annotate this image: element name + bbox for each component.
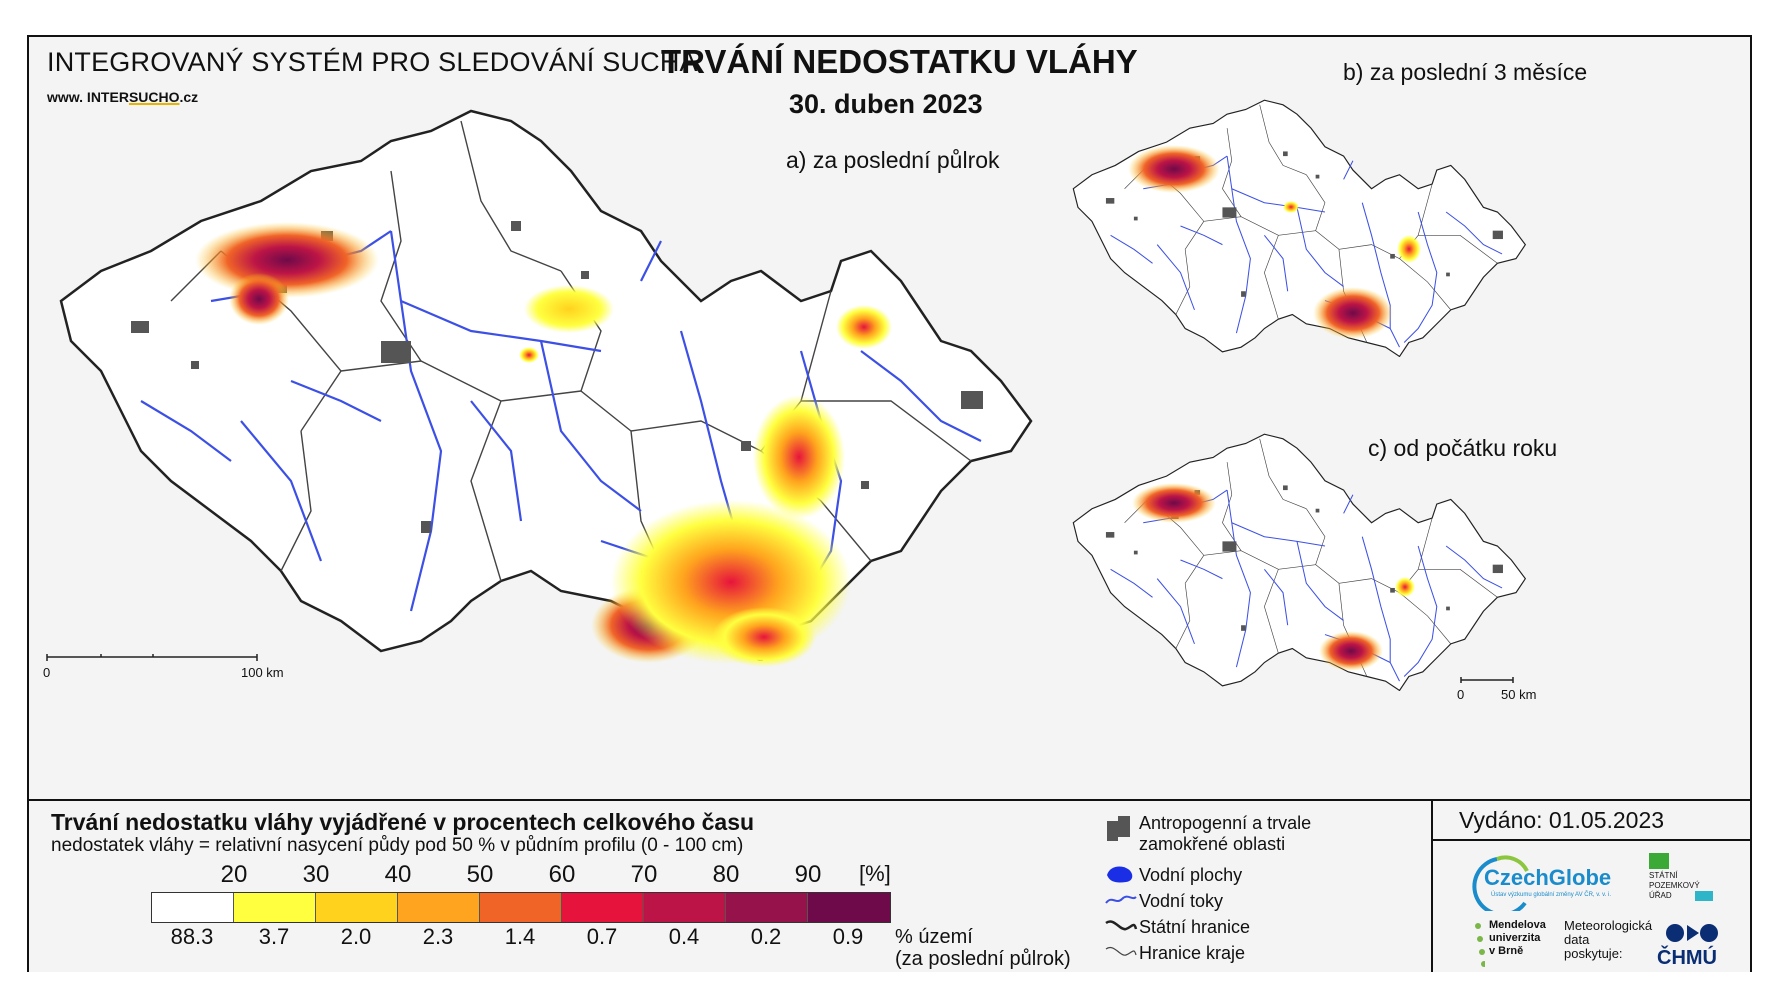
meteo-line1: Meteorologická — [1564, 918, 1653, 933]
legend-divider-horizontal — [1433, 839, 1750, 841]
label-map-c: c) od počátku roku — [1368, 435, 1558, 461]
legend-percent-caption: % území (za poslední půlrok) — [895, 926, 1071, 970]
key-anthropogenic-line2: zamokřené oblasti — [1139, 834, 1286, 854]
legend-swatch — [726, 893, 808, 922]
percent-label-line2: (za poslední půlrok) — [895, 948, 1071, 970]
scale-small-zero: 0 — [1457, 687, 1465, 702]
label-map-b: b) za poslední 3 měsíce — [1343, 59, 1588, 85]
meteo-data-provider: Meteorologická data poskytuje: — [1564, 919, 1652, 961]
scale-main-zero: 0 — [43, 665, 51, 680]
mendel-line2: univerzita — [1489, 932, 1541, 944]
legend-tick: 70 — [630, 861, 658, 888]
legend-swatch — [480, 893, 562, 922]
legend-percent: 3.7 — [258, 924, 290, 949]
spu-line3: ÚŘAD — [1649, 891, 1672, 900]
map-graphics — [46, 99, 1526, 691]
legend-tick: 60 — [548, 861, 576, 888]
key-rivers: Vodní toky — [1139, 891, 1224, 911]
legend-subtitle: nedostatek vláhy = relativní nasycení pů… — [51, 835, 744, 856]
czechglobe-logo-icon — [1472, 855, 1529, 911]
url-prefix: www. INTER — [47, 89, 129, 105]
czechglobe-subtitle: Ústav výzkumu globální změny AV ČR, v. v… — [1491, 892, 1612, 898]
map-area: INTEGROVANÝ SYSTÉM PRO SLEDOVÁNÍ SUCHA w… — [29, 37, 1750, 798]
legend-swatch — [808, 893, 890, 922]
label-map-a: a) za poslední půlrok — [786, 147, 1000, 173]
legend-swatch — [562, 893, 644, 922]
mendel-university: Mendelova univerzita v Brně — [1489, 919, 1546, 958]
issue-date: Vydáno: 01.05.2023 — [1459, 807, 1665, 833]
legend-swatch — [152, 893, 234, 922]
legend-swatch — [234, 893, 316, 922]
state-border-icon — [1105, 920, 1138, 931]
key-region-border: Hranice kraje — [1139, 943, 1246, 963]
legend-swatch — [398, 893, 480, 922]
urban-area-icon — [1107, 816, 1130, 841]
map-frame: INTEGROVANÝ SYSTÉM PRO SLEDOVÁNÍ SUCHA w… — [27, 35, 1752, 972]
meteo-line2: data — [1564, 932, 1590, 947]
key-state-border: Státní hranice — [1139, 917, 1251, 937]
legend-percent: 0.2 — [750, 924, 782, 949]
legend-divider-vertical — [1431, 801, 1433, 972]
water-body-icon — [1107, 866, 1133, 883]
legend-tick: 90 — [794, 861, 822, 888]
key-anthropogenic-line1: Antropogenní a trvale — [1139, 813, 1312, 833]
legend-percent: 0.9 — [832, 924, 864, 949]
river-icon — [1105, 895, 1137, 904]
legend-percent: 2.3 — [422, 924, 454, 949]
legend-colorbar — [151, 892, 891, 923]
map-title: TRVÁNÍ NEDOSTATKU VLÁHY — [661, 43, 1138, 80]
mendel-dots-icon — [1475, 923, 1485, 967]
meteo-line3: poskytuje: — [1564, 946, 1623, 961]
chmu-name: ČHMÚ — [1657, 947, 1717, 969]
mendel-line3: v Brně — [1489, 945, 1524, 957]
legend-area: Trvání nedostatku vláhy vyjádřené v proc… — [29, 799, 1750, 972]
mendel-line1: Mendelova — [1489, 919, 1546, 931]
spu-line2: POZEMKOVÝ — [1649, 881, 1700, 890]
legend-swatch — [644, 893, 726, 922]
legend-percent: 0.7 — [586, 924, 618, 949]
system-name: INTEGROVANÝ SYSTÉM PRO SLEDOVÁNÍ SUCHA — [47, 47, 698, 77]
url-brand: SUCHO — [128, 89, 180, 105]
legend-title: Trvání nedostatku vláhy vyjádřené v proc… — [51, 809, 755, 835]
spu-logo-icon — [1649, 853, 1669, 869]
legend-tick: 30 — [302, 861, 330, 888]
legend-tick: 40 — [384, 861, 412, 888]
key-water-bodies: Vodní plochy — [1139, 865, 1243, 885]
spu-accent-icon — [1695, 891, 1713, 901]
legend-percent: 88.3 — [170, 924, 214, 949]
legend-tick: 50 — [466, 861, 494, 888]
legend-tick: 20 — [220, 861, 248, 888]
legend-percent: 0.4 — [668, 924, 700, 949]
czechglobe-name: CzechGlobe — [1484, 865, 1612, 890]
key-anthropogenic: Antropogenní a trvale zamokřené oblasti — [1139, 813, 1311, 855]
url-suffix: .cz — [179, 89, 199, 105]
legend-tick: 80 — [712, 861, 740, 888]
legend-percent: 2.0 — [340, 924, 372, 949]
scale-main-end: 100 km — [241, 665, 284, 680]
region-border-icon — [1105, 947, 1137, 956]
spu-line1: STÁTNÍ — [1649, 871, 1678, 880]
map-date: 30. duben 2023 — [789, 89, 983, 119]
website-link[interactable]: www. INTERSUCHO.cz — [47, 89, 198, 105]
spu-logo: STÁTNÍ POZEMKOVÝ ÚŘAD — [1649, 853, 1719, 901]
scale-small-end: 50 km — [1501, 687, 1537, 702]
chmu-logo-icon — [1666, 924, 1718, 942]
percent-label-line1: % území — [895, 926, 973, 948]
legend-percent: 1.4 — [504, 924, 536, 949]
legend-unit: [%] — [859, 861, 891, 886]
legend-swatch — [316, 893, 398, 922]
